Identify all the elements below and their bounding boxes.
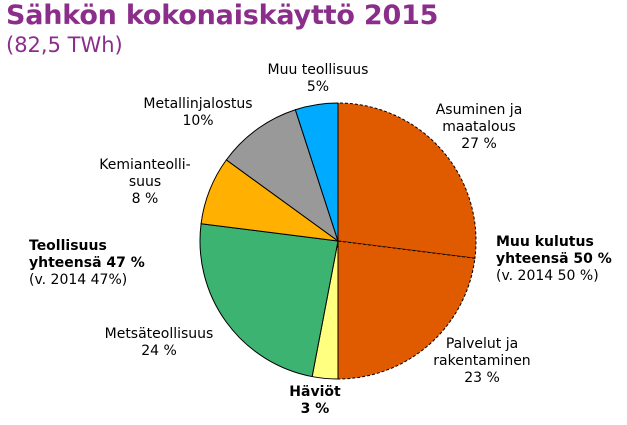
pie-slice-5 xyxy=(225,109,339,243)
pie-slice-6 xyxy=(294,102,339,242)
group-label-other: Muu kulutus yhteensä 50 % (v. 2014 50 %) xyxy=(496,234,612,284)
slice-label-kemianteollisuus: Kemianteolli- suus 8 % xyxy=(99,157,191,207)
slice-label-haviot: Häviöt 3 % xyxy=(289,384,341,417)
pie-slice-0 xyxy=(337,102,477,259)
slice-label-palvelut: Palvelut ja rakentaminen 23 % xyxy=(433,336,531,386)
pie-slice-1 xyxy=(337,240,476,380)
slice-label-metallinjalostus: Metallinjalostus 10% xyxy=(143,96,253,129)
pie-slices xyxy=(199,102,477,380)
slice-label-asuminen: Asuminen ja maatalous 27 % xyxy=(435,102,523,152)
chart-title: Sähkön kokonaiskäyttö 2015 xyxy=(6,0,439,31)
slice-label-muu-teollisuus: Muu teollisuus 5% xyxy=(267,62,369,95)
group-label-industry: Teollisuus yhteensä 47 % (v. 2014 47%) xyxy=(29,238,145,288)
slice-label-metsateollisuus: Metsäteollisuus 24 % xyxy=(104,326,214,359)
pie-slice-3 xyxy=(199,223,339,378)
chart-subtitle: (82,5 TWh) xyxy=(6,33,123,57)
